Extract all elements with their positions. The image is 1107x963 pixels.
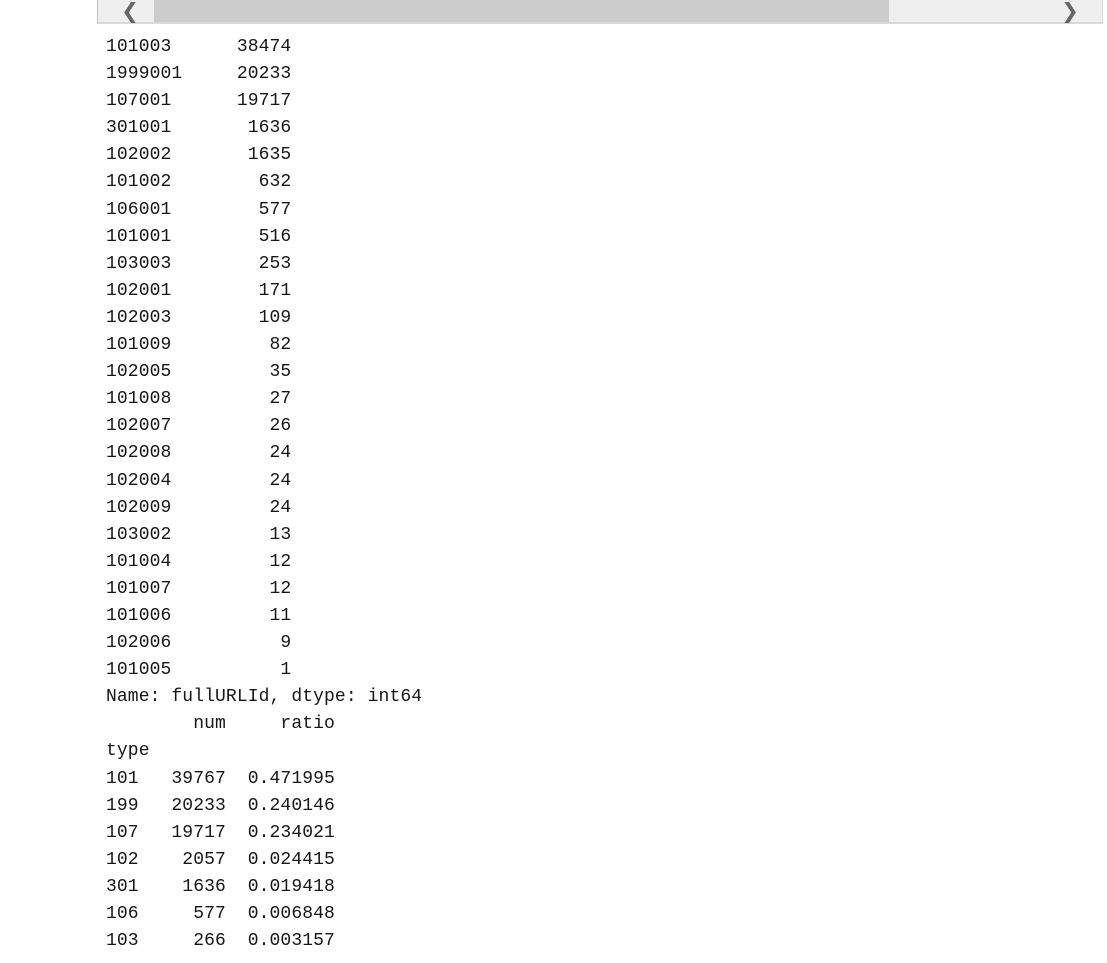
scrollbar-thumb[interactable] [154,0,889,22]
scroll-left-button[interactable]: ❮ [98,0,162,22]
chevron-left-icon: ❮ [121,0,139,23]
chevron-right-icon: ❯ [1061,0,1079,23]
scroll-right-button[interactable]: ❯ [1038,0,1102,22]
value-counts-output: 101003 38474 1999001 20233 107001 19717 … [106,37,423,708]
type-ratio-table-output: num ratio type 101 39767 0.471995 199 20… [106,714,335,952]
horizontal-scrollbar[interactable]: ❮ ❯ [97,0,1103,24]
console-output-area: 101003 38474 1999001 20233 107001 19717 … [106,34,422,955]
